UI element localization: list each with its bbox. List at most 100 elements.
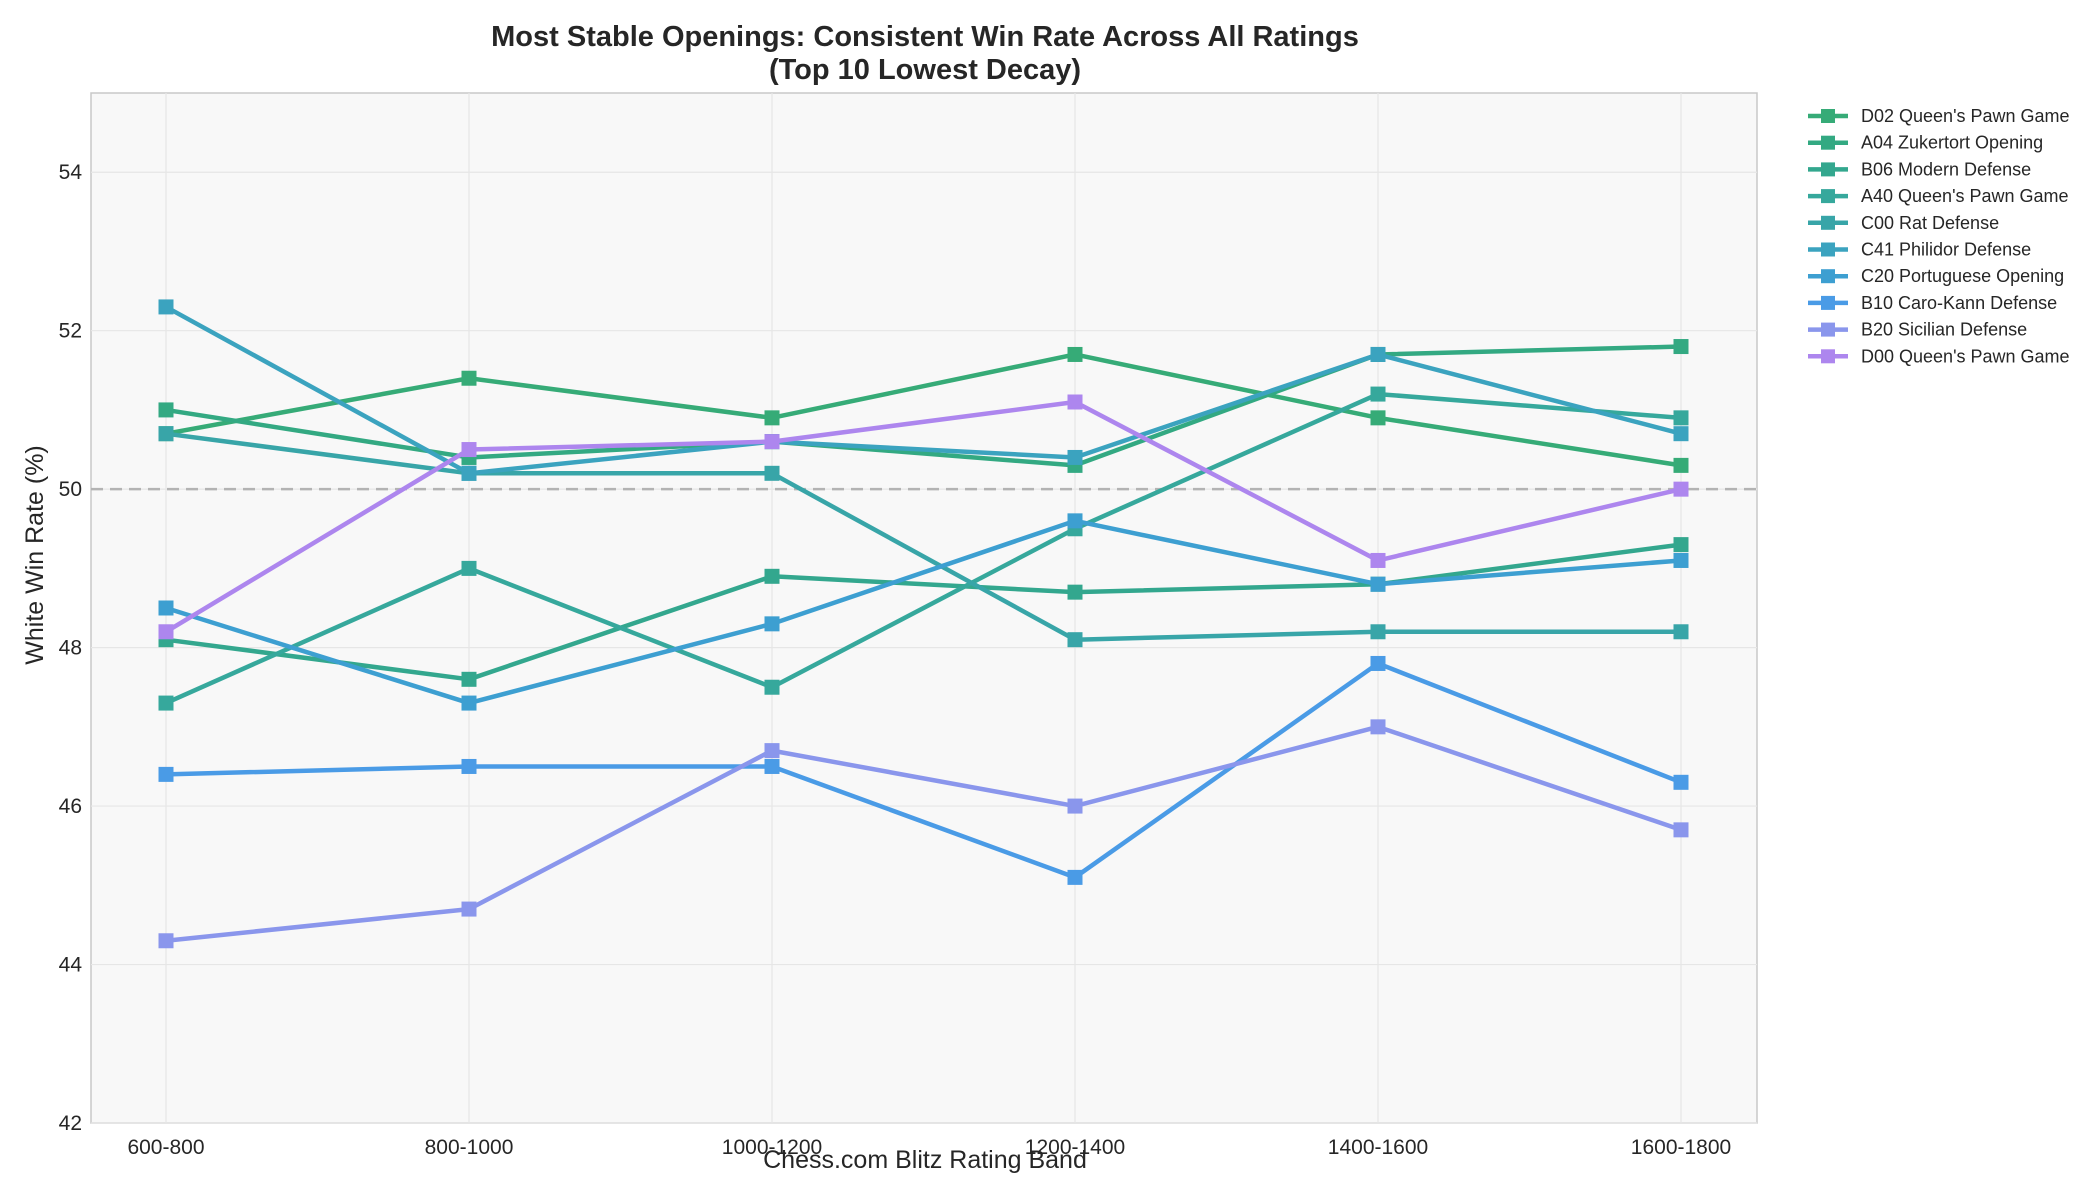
- x-tick-label: 800-1000: [425, 1136, 514, 1159]
- data-point-marker: [1067, 449, 1083, 465]
- legend-item: C00 Rat Defense: [1808, 213, 1999, 233]
- series-line: [163, 724, 1684, 944]
- legend-label: A40 Queen's Pawn Game: [1861, 186, 2069, 206]
- data-point-marker: [461, 695, 477, 711]
- data-point-marker: [1370, 655, 1386, 671]
- legend-item: B10 Caro-Kann Defense: [1808, 293, 2057, 313]
- series-line: [163, 304, 1684, 476]
- data-point-marker: [1370, 410, 1386, 426]
- data-point-marker: [1067, 584, 1083, 600]
- data-point-marker: [1673, 822, 1689, 838]
- legend-marker: [1821, 295, 1835, 310]
- data-point-marker: [1673, 774, 1689, 790]
- data-point-marker: [1673, 426, 1689, 442]
- series-line: [163, 344, 1684, 468]
- series-8: [158, 719, 1689, 949]
- data-point-marker: [1370, 346, 1386, 362]
- legend-marker: [1821, 162, 1835, 177]
- data-point-marker: [1370, 552, 1386, 568]
- data-point-marker: [461, 560, 477, 576]
- y-tick-label: 44: [59, 954, 83, 977]
- series-line: [163, 399, 1684, 635]
- data-point-marker: [158, 402, 174, 418]
- legend-item: C20 Portuguese Opening: [1808, 266, 2064, 286]
- series-line: [163, 518, 1684, 706]
- series-line: [163, 352, 1684, 468]
- legend-item: D02 Queen's Pawn Game: [1808, 106, 2070, 126]
- series-line: [163, 542, 1684, 682]
- legend-item: A40 Queen's Pawn Game: [1808, 186, 2069, 206]
- data-point-marker: [1673, 624, 1689, 640]
- data-point-marker: [158, 600, 174, 616]
- data-point-marker: [1067, 869, 1083, 885]
- data-point-marker: [1370, 386, 1386, 402]
- data-point-marker: [461, 758, 477, 774]
- y-tick-label: 46: [59, 795, 82, 818]
- legend-marker: [1821, 189, 1835, 204]
- legend-item: D00 Queen's Pawn Game: [1808, 346, 2070, 366]
- legend: D02 Queen's Pawn Game A04 Zukertort Openi…: [1808, 106, 2070, 366]
- y-tick-label: 48: [59, 637, 82, 660]
- data-point-marker: [158, 695, 174, 711]
- series-line: [163, 391, 1684, 706]
- x-tick-label: 1200-1400: [1025, 1136, 1125, 1159]
- x-tick-label: 600-800: [127, 1136, 204, 1159]
- series-7: [158, 655, 1689, 885]
- legend-label: C00 Rat Defense: [1861, 213, 1999, 233]
- y-tick-label: 42: [59, 1112, 82, 1135]
- data-point-marker: [1370, 624, 1386, 640]
- legend-label: C41 Philidor Defense: [1861, 240, 2031, 260]
- legend-item: B20 Sicilian Defense: [1808, 320, 2027, 340]
- legend-label: B20 Sicilian Defense: [1861, 320, 2027, 340]
- legend-label: B10 Caro-Kann Defense: [1861, 293, 2057, 313]
- data-point-marker: [1673, 552, 1689, 568]
- chart-title-line-1: Most Stable Openings: Consistent Win Rat…: [491, 21, 1359, 53]
- legend-label: B06 Modern Defense: [1861, 159, 2031, 179]
- data-point-marker: [1067, 513, 1083, 529]
- legend-item: C41 Philidor Defense: [1808, 240, 2031, 260]
- legend-label: C20 Portuguese Opening: [1861, 266, 2064, 286]
- data-point-marker: [1067, 632, 1083, 648]
- series-9: [158, 394, 1689, 640]
- data-point-marker: [1067, 798, 1083, 814]
- data-point-marker: [764, 743, 780, 759]
- legend-marker: [1821, 349, 1835, 364]
- tick-labels: 600-800 800-1000 1000-1200 1200-1400 1400-16…: [59, 161, 1732, 1159]
- data-point-marker: [158, 426, 174, 442]
- series-line: [163, 431, 1684, 642]
- data-point-marker: [1370, 719, 1386, 735]
- data-point-marker: [158, 624, 174, 640]
- data-point-marker: [1673, 481, 1689, 497]
- series-line: [163, 661, 1684, 880]
- data-point-marker: [764, 434, 780, 450]
- legend-label: D02 Queen's Pawn Game: [1861, 106, 2070, 126]
- series-6: [158, 513, 1689, 711]
- legend-marker: [1821, 242, 1835, 257]
- series-5: [158, 299, 1689, 481]
- legend-marker: [1821, 215, 1835, 230]
- x-tick-label: 1600-1800: [1631, 1136, 1731, 1159]
- x-axis-label: Chess.com Blitz Rating Band: [763, 1146, 1087, 1174]
- data-point-marker: [1067, 394, 1083, 410]
- grid-lines: [91, 93, 1757, 1124]
- data-point-marker: [764, 465, 780, 481]
- data-point-marker: [461, 465, 477, 481]
- data-point-marker: [1067, 346, 1083, 362]
- data-point-marker: [158, 766, 174, 782]
- legend-item: A04 Zukertort Opening: [1808, 133, 2043, 153]
- legend-label: A04 Zukertort Opening: [1861, 133, 2043, 153]
- y-tick-label: 50: [59, 478, 82, 501]
- data-point-marker: [1673, 410, 1689, 426]
- legend-marker: [1821, 269, 1835, 284]
- data-point-marker: [461, 901, 477, 917]
- data-point-marker: [764, 679, 780, 695]
- data-point-marker: [1673, 537, 1689, 553]
- legend-item: B06 Modern Defense: [1808, 159, 2031, 179]
- x-tick-label: 1400-1600: [1328, 1136, 1428, 1159]
- series-layer: [158, 299, 1689, 949]
- data-point-marker: [1370, 576, 1386, 592]
- data-point-marker: [764, 616, 780, 632]
- legend-marker: [1821, 322, 1835, 337]
